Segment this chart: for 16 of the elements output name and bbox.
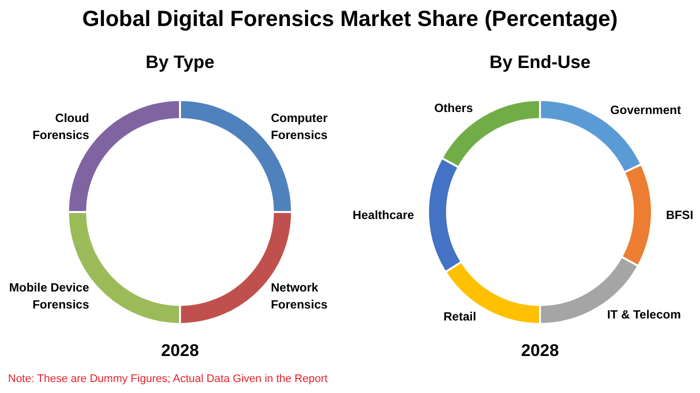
- slice-label: Government: [610, 102, 681, 117]
- slice-label: Others: [434, 101, 474, 116]
- slice-label: Retail: [444, 309, 476, 324]
- text: Global Digital Forensics Market Share (Percentage): [81, 6, 619, 32]
- slice-label: Healthcare: [352, 208, 414, 222]
- text: 2028: [520, 341, 560, 362]
- chart-title: By End-Use: [488, 52, 592, 74]
- chart-title: By Type: [144, 52, 216, 74]
- text: 2028: [160, 341, 200, 362]
- slice-label: Cloud Forensics: [32, 110, 90, 142]
- slice-label: Network Forensics: [270, 280, 328, 312]
- slice-label: Computer Forensics: [270, 110, 328, 142]
- slice-label: IT & Telecom: [607, 308, 681, 322]
- slice-label: BFSI: [666, 208, 694, 222]
- slice-label: Mobile Device Forensics: [9, 280, 90, 312]
- text: Note: These are Dummy Figures; Actual Data Given in the Report: [8, 373, 328, 385]
